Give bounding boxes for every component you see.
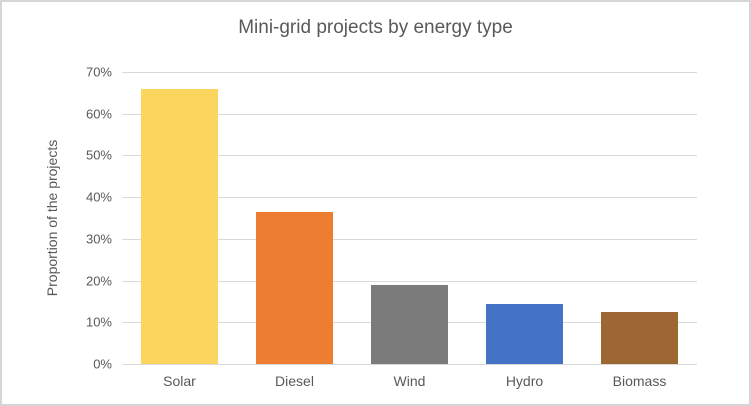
bar-solar <box>141 88 218 364</box>
bar-slot <box>582 72 697 364</box>
x-tick-label-hydro: Hydro <box>505 373 544 389</box>
gridline <box>122 280 697 282</box>
bar-slot <box>352 72 467 364</box>
x-tick-label-diesel: Diesel <box>275 373 314 389</box>
gridline <box>122 155 697 157</box>
y-tick-label: 20% <box>85 273 112 289</box>
bar-slot <box>122 72 237 364</box>
gridline <box>122 364 697 365</box>
x-tick-label-wind: Wind <box>393 373 426 389</box>
y-tick-label: 50% <box>85 147 112 163</box>
chart-title: Mini-grid projects by energy type <box>238 17 513 38</box>
bar-hydro <box>486 303 563 364</box>
y-tick-label: 40% <box>85 189 112 205</box>
x-axis-labels: Solar Diesel Wind Hydro Biomass <box>122 373 697 389</box>
plot-area <box>122 72 697 365</box>
bar-slot <box>237 72 352 364</box>
bar-slot <box>467 72 582 364</box>
bar-diesel <box>256 211 333 364</box>
y-tick-label: 0% <box>93 356 112 372</box>
bars <box>122 72 697 364</box>
y-axis-ticks: 0% 10% 20% 30% 40% 50% 60% 70% <box>2 65 112 372</box>
y-tick-label: 60% <box>85 106 112 122</box>
bar-wind <box>371 284 448 364</box>
gridline <box>122 238 697 240</box>
y-tick-label: 30% <box>85 231 112 247</box>
y-tick-label: 10% <box>85 314 112 330</box>
gridline <box>122 197 697 199</box>
gridline <box>122 113 697 115</box>
y-tick-label: 70% <box>85 64 112 80</box>
bar-biomass <box>601 311 678 364</box>
x-tick-label-biomass: Biomass <box>612 373 667 389</box>
gridline <box>122 72 697 73</box>
x-tick-label-solar: Solar <box>163 373 196 389</box>
